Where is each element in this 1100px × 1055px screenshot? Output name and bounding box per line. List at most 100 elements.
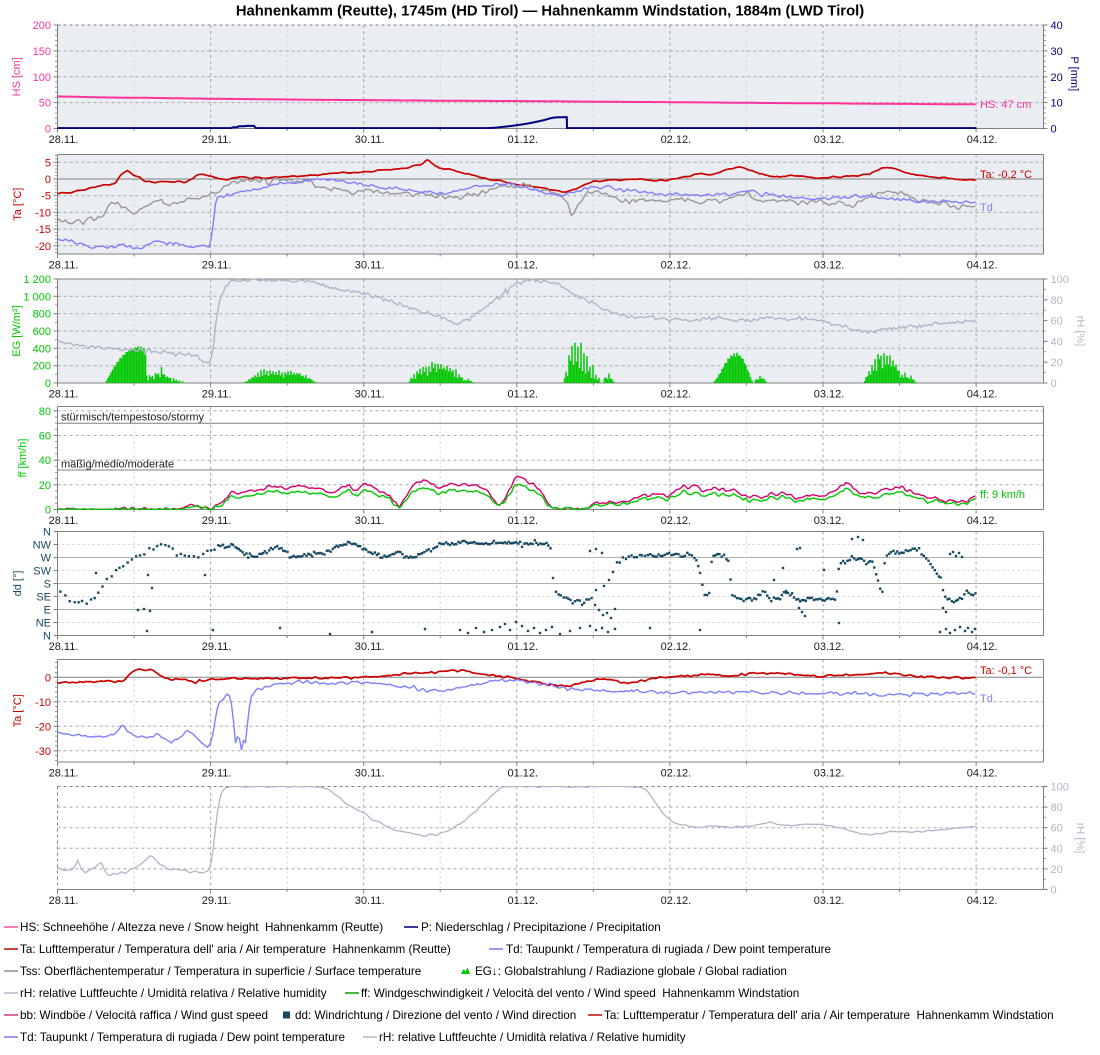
svg-text:29.11.: 29.11. <box>202 134 232 146</box>
svg-text:0: 0 <box>45 174 51 186</box>
svg-text:150: 150 <box>33 46 51 58</box>
svg-text:30.11.: 30.11. <box>355 895 385 907</box>
svg-text:600: 600 <box>33 326 51 338</box>
svg-text:02.12.: 02.12. <box>661 260 692 272</box>
svg-text:0: 0 <box>45 505 51 517</box>
svg-text:EG [W/m²]: EG [W/m²] <box>11 305 23 356</box>
svg-text:60: 60 <box>1051 316 1063 328</box>
svg-text:03.12.: 03.12. <box>814 260 845 272</box>
svg-text:28.11.: 28.11. <box>49 515 79 527</box>
svg-text:03.12.: 03.12. <box>814 768 845 780</box>
svg-text:01.12.: 01.12. <box>508 515 539 527</box>
svg-text:40: 40 <box>39 455 51 467</box>
svg-text:28.11.: 28.11. <box>49 768 79 780</box>
svg-text:02.12.: 02.12. <box>661 768 692 780</box>
svg-text:1 200: 1 200 <box>23 274 51 286</box>
svg-text:Ta: Lufttemperatur / Temperatu: Ta: Lufttemperatur / Temperatura dell' a… <box>20 943 451 956</box>
svg-text:03.12.: 03.12. <box>814 134 845 146</box>
svg-text:Ta: Lufttemperatur / Temperatu: Ta: Lufttemperatur / Temperatura dell' a… <box>604 1009 1054 1022</box>
svg-text:04.12.: 04.12. <box>967 895 998 907</box>
svg-text:20: 20 <box>1051 357 1063 369</box>
svg-text:0: 0 <box>45 672 51 684</box>
svg-text:04.12.: 04.12. <box>967 515 998 527</box>
svg-text:03.12.: 03.12. <box>814 895 845 907</box>
svg-text:rH [%]: rH [%] <box>1074 823 1086 854</box>
svg-text:29.11.: 29.11. <box>202 768 232 780</box>
svg-text:28.11.: 28.11. <box>49 895 79 907</box>
svg-text:rH: relative Luftfeuchte / Umi: rH: relative Luftfeuchte / Umidità relat… <box>20 987 327 1000</box>
svg-text:02.12.: 02.12. <box>661 515 692 527</box>
svg-text:200: 200 <box>33 361 51 373</box>
svg-text:30: 30 <box>1051 46 1063 58</box>
svg-text:HS: 47 cm: HS: 47 cm <box>980 99 1031 111</box>
svg-text:Ta [°C]: Ta [°C] <box>12 694 24 727</box>
svg-text:04.12.: 04.12. <box>967 641 998 653</box>
svg-text:Td: Td <box>980 202 993 214</box>
svg-text:80: 80 <box>1051 295 1063 307</box>
svg-text:-30: -30 <box>35 746 51 758</box>
svg-text:Td: Td <box>980 693 993 705</box>
svg-text:29.11.: 29.11. <box>202 389 232 401</box>
svg-text:Tss: Oberflächentemperatur / T: Tss: Oberflächentemperatur / Temperatura… <box>20 965 421 978</box>
svg-text:60: 60 <box>39 431 51 443</box>
svg-text:bb: Windböe / Velocità raffica: bb: Windböe / Velocità raffica / Wind gu… <box>20 1009 268 1022</box>
svg-text:Ta: -0,2 °C: Ta: -0,2 °C <box>980 169 1032 181</box>
svg-text:SE: SE <box>36 592 51 604</box>
svg-text:30.11.: 30.11. <box>355 515 385 527</box>
svg-text:40: 40 <box>1051 20 1063 32</box>
svg-text:EG↓: Globalstrahlung / Radiazi: EG↓: Globalstrahlung / Radiazione global… <box>475 965 787 978</box>
svg-text:Td: Taupunkt / Temperatura di: Td: Taupunkt / Temperatura di rugiada / … <box>20 1031 345 1044</box>
svg-text:-15: -15 <box>35 224 51 236</box>
svg-text:50: 50 <box>39 98 51 110</box>
svg-text:04.12.: 04.12. <box>967 134 998 146</box>
svg-text:ff [km/h]: ff [km/h] <box>17 439 29 478</box>
svg-text:400: 400 <box>33 343 51 355</box>
svg-text:E: E <box>44 605 51 617</box>
svg-text:0: 0 <box>45 124 51 136</box>
svg-text:ff: Windgeschwindigkeit / Velo: ff: Windgeschwindigkeit / Velocità del v… <box>361 987 799 1000</box>
svg-text:0: 0 <box>1051 378 1057 390</box>
svg-text:N: N <box>43 527 51 539</box>
svg-text:20: 20 <box>1051 72 1063 84</box>
svg-text:100: 100 <box>1051 274 1069 286</box>
svg-text:01.12.: 01.12. <box>508 260 539 272</box>
svg-text:30.11.: 30.11. <box>355 641 385 653</box>
svg-text:-5: -5 <box>41 191 51 203</box>
svg-text:02.12.: 02.12. <box>661 895 692 907</box>
svg-text:80: 80 <box>39 406 51 418</box>
svg-text:03.12.: 03.12. <box>814 515 845 527</box>
svg-text:rH [%]: rH [%] <box>1074 316 1086 347</box>
svg-text:01.12.: 01.12. <box>508 768 539 780</box>
svg-text:Td: Taupunkt / Temperatura di: Td: Taupunkt / Temperatura di rugiada / … <box>506 943 831 956</box>
svg-text:800: 800 <box>33 309 51 321</box>
svg-text:30.11.: 30.11. <box>355 260 385 272</box>
svg-text:-10: -10 <box>35 207 51 219</box>
svg-text:60: 60 <box>1051 823 1063 835</box>
svg-text:W: W <box>41 553 52 565</box>
svg-text:stürmisch/tempestoso/stormy: stürmisch/tempestoso/stormy <box>61 412 205 424</box>
svg-text:01.12.: 01.12. <box>508 389 539 401</box>
svg-text:0: 0 <box>1051 124 1057 136</box>
svg-text:HS [cm]: HS [cm] <box>11 57 23 96</box>
svg-text:Hahnenkamm (Reutte), 1745m (HD: Hahnenkamm (Reutte), 1745m (HD Tirol) — … <box>236 4 864 20</box>
svg-text:10: 10 <box>1051 98 1063 110</box>
svg-text:29.11.: 29.11. <box>202 641 232 653</box>
svg-text:Ta: -0,1 °C: Ta: -0,1 °C <box>980 665 1032 677</box>
svg-text:30.11.: 30.11. <box>355 768 385 780</box>
svg-text:04.12.: 04.12. <box>967 389 998 401</box>
svg-text:40: 40 <box>1051 336 1063 348</box>
svg-text:-20: -20 <box>35 721 51 733</box>
svg-text:03.12.: 03.12. <box>814 389 845 401</box>
svg-text:28.11.: 28.11. <box>49 389 79 401</box>
svg-text:28.11.: 28.11. <box>49 260 79 272</box>
svg-text:02.12.: 02.12. <box>661 389 692 401</box>
svg-text:dd: Windrichtung / Direzione d: dd: Windrichtung / Direzione del vento /… <box>295 1009 576 1022</box>
svg-text:80: 80 <box>1051 802 1063 814</box>
svg-text:100: 100 <box>1051 782 1069 794</box>
svg-text:-10: -10 <box>35 697 51 709</box>
svg-text:20: 20 <box>39 480 51 492</box>
svg-text:20: 20 <box>1051 864 1063 876</box>
svg-text:Ta [°C]: Ta [°C] <box>12 188 24 221</box>
svg-text:-20: -20 <box>35 241 51 253</box>
svg-text:40: 40 <box>1051 843 1063 855</box>
